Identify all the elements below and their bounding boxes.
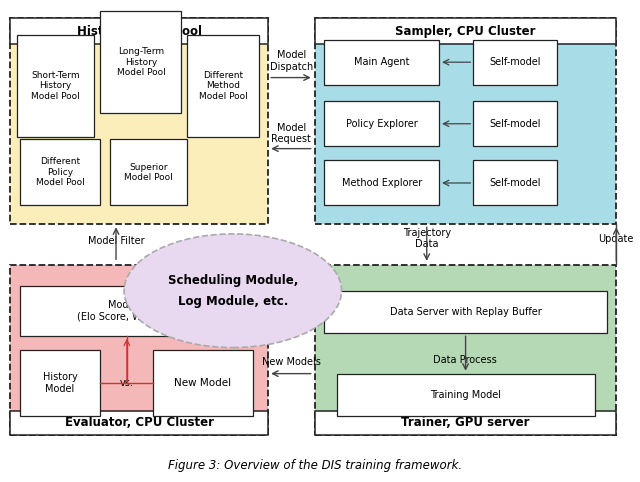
Text: Model
Dispatch: Model Dispatch bbox=[269, 50, 313, 72]
FancyBboxPatch shape bbox=[10, 18, 268, 225]
Text: Self-model: Self-model bbox=[490, 119, 541, 129]
FancyBboxPatch shape bbox=[324, 40, 439, 85]
Text: Training Model: Training Model bbox=[430, 390, 501, 400]
Text: Short-Term
History
Model Pool: Short-Term History Model Pool bbox=[31, 71, 80, 101]
FancyBboxPatch shape bbox=[20, 139, 100, 205]
FancyBboxPatch shape bbox=[324, 161, 439, 205]
Text: Long-Term
History
Model Pool: Long-Term History Model Pool bbox=[116, 47, 165, 77]
Text: New Model: New Model bbox=[175, 378, 232, 388]
Ellipse shape bbox=[124, 234, 342, 348]
FancyBboxPatch shape bbox=[324, 101, 439, 146]
Text: Model Status
(Elo Score, Win Rate etc.): Model Status (Elo Score, Win Rate etc.) bbox=[77, 300, 202, 321]
Text: New Models: New Models bbox=[262, 357, 321, 367]
FancyBboxPatch shape bbox=[315, 18, 616, 44]
FancyBboxPatch shape bbox=[10, 18, 268, 44]
FancyBboxPatch shape bbox=[337, 374, 595, 416]
Text: History Model Pool: History Model Pool bbox=[77, 25, 202, 38]
Text: Different
Policy
Model Pool: Different Policy Model Pool bbox=[36, 158, 84, 187]
FancyBboxPatch shape bbox=[315, 265, 616, 435]
Text: vs.: vs. bbox=[120, 378, 134, 388]
Text: Trainer, GPU server: Trainer, GPU server bbox=[401, 416, 530, 429]
Text: Sampler, CPU Cluster: Sampler, CPU Cluster bbox=[396, 25, 536, 38]
Text: Evaluator, CPU Cluster: Evaluator, CPU Cluster bbox=[65, 416, 214, 429]
Text: Model
Request: Model Request bbox=[271, 123, 311, 144]
Text: Main Agent: Main Agent bbox=[354, 57, 410, 67]
Text: Data Server with Replay Buffer: Data Server with Replay Buffer bbox=[390, 307, 541, 317]
Text: Data Process: Data Process bbox=[433, 355, 497, 365]
FancyBboxPatch shape bbox=[188, 35, 259, 137]
Text: Superior
Model Pool: Superior Model Pool bbox=[124, 162, 173, 182]
Text: Figure 3: Overview of the DIS training framework.: Figure 3: Overview of the DIS training f… bbox=[168, 459, 462, 472]
FancyBboxPatch shape bbox=[10, 265, 268, 435]
FancyBboxPatch shape bbox=[20, 350, 100, 416]
Text: Model Filter: Model Filter bbox=[88, 236, 145, 246]
Text: Update: Update bbox=[598, 234, 634, 243]
FancyBboxPatch shape bbox=[154, 350, 253, 416]
Text: Different
Method
Model Pool: Different Method Model Pool bbox=[199, 71, 248, 101]
Text: Method Explorer: Method Explorer bbox=[342, 178, 422, 188]
FancyBboxPatch shape bbox=[17, 35, 94, 137]
FancyBboxPatch shape bbox=[324, 291, 607, 334]
FancyBboxPatch shape bbox=[315, 411, 616, 435]
Text: Scheduling Module,: Scheduling Module, bbox=[168, 274, 298, 287]
FancyBboxPatch shape bbox=[100, 11, 181, 113]
FancyBboxPatch shape bbox=[20, 286, 259, 336]
FancyBboxPatch shape bbox=[474, 40, 557, 85]
Text: Policy Explorer: Policy Explorer bbox=[346, 119, 417, 129]
FancyBboxPatch shape bbox=[10, 411, 268, 435]
FancyBboxPatch shape bbox=[474, 161, 557, 205]
Text: Trajectory
Data: Trajectory Data bbox=[403, 228, 451, 249]
FancyBboxPatch shape bbox=[315, 18, 616, 225]
Text: History
Model: History Model bbox=[43, 372, 77, 394]
FancyBboxPatch shape bbox=[474, 101, 557, 146]
Text: Log Module, etc.: Log Module, etc. bbox=[178, 295, 288, 308]
Text: Self-model: Self-model bbox=[490, 57, 541, 67]
FancyBboxPatch shape bbox=[110, 139, 188, 205]
Text: Self-model: Self-model bbox=[490, 178, 541, 188]
